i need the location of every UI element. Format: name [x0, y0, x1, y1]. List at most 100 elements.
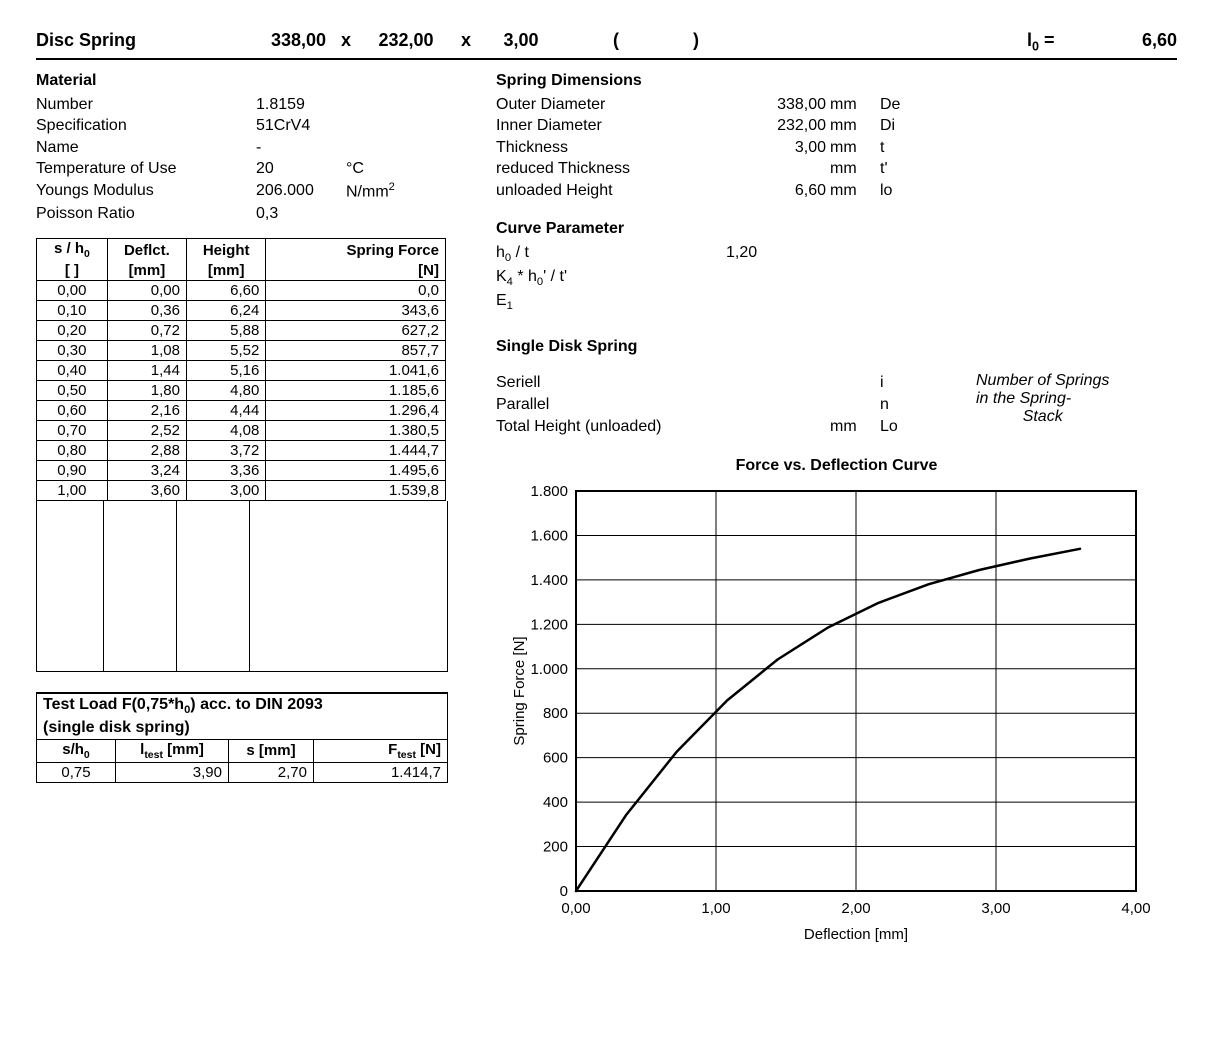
single-unit [830, 372, 880, 394]
svg-text:Deflection [mm]: Deflection [mm] [804, 926, 908, 943]
curve-param-row: E1 [496, 290, 1177, 314]
defl-row: 0,903,243,361.495,6 [37, 461, 446, 481]
defl-cell: 4,44 [186, 401, 265, 421]
header-l0-label: l0 = [1027, 30, 1087, 54]
dim-value: 338,00 [726, 94, 830, 116]
curve-param-row: h0 / t1,20 [496, 242, 1177, 266]
curve-param-title: Curve Parameter [496, 220, 1177, 238]
defl-cell: 857,7 [266, 341, 446, 361]
single-key: Total Height (unloaded) [496, 416, 726, 438]
stack-note: Number of Springs in the Spring- Stack [976, 372, 1109, 437]
test-cell: 1.414,7 [314, 762, 448, 782]
defl-row: 0,301,085,52857,7 [37, 341, 446, 361]
defl-cell: 0,36 [107, 301, 186, 321]
curve-param-row: K4 * h0' / t' [496, 266, 1177, 290]
stack-note-line: Number of Springs [976, 372, 1109, 390]
dimensions-title: Spring Dimensions [496, 72, 1177, 90]
defl-cell: 1,08 [107, 341, 186, 361]
single-symbol: n [880, 394, 940, 416]
header-x2: x [446, 30, 486, 51]
test-load-subtitle: (single disk spring) [37, 719, 447, 739]
material-key: Temperature of Use [36, 158, 256, 180]
defl-header: Deflct. [107, 239, 186, 262]
material-row: Youngs Modulus206.000N/mm2 [36, 180, 476, 203]
defl-cell: 343,6 [266, 301, 446, 321]
dimension-row: Outer Diameter338,00mmDe [496, 94, 1177, 116]
svg-text:800: 800 [543, 705, 568, 722]
material-unit [346, 94, 416, 116]
defl-header: s / h0 [37, 239, 108, 262]
test-header: Ftest [N] [314, 739, 448, 762]
defl-cell: 1.539,8 [266, 481, 446, 501]
defl-cell: 627,2 [266, 321, 446, 341]
defl-cell: 1.185,6 [266, 381, 446, 401]
material-title: Material [36, 72, 476, 90]
svg-text:2,00: 2,00 [841, 900, 870, 917]
defl-cell: 0,50 [37, 381, 108, 401]
defl-cell: 0,20 [37, 321, 108, 341]
defl-header: Spring Force [266, 239, 446, 262]
defl-cell: 0,40 [37, 361, 108, 381]
dim-key: Thickness [496, 137, 726, 159]
curve-key: K4 * h0' / t' [496, 266, 726, 290]
dim-key: Outer Diameter [496, 94, 726, 116]
test-load-box: Test Load F(0,75*h0) acc. to DIN 2093 (s… [36, 692, 448, 782]
single-spring-row: Total Height (unloaded) mmLo [496, 416, 976, 438]
material-key: Name [36, 137, 256, 159]
dim-unit: mm [830, 180, 880, 202]
defl-cell: 0,0 [266, 281, 446, 301]
dimension-row: Thickness3,00mmt [496, 137, 1177, 159]
svg-text:0,00: 0,00 [561, 900, 590, 917]
single-key: Parallel [496, 394, 726, 416]
svg-text:400: 400 [543, 794, 568, 811]
single-unit [830, 394, 880, 416]
material-key: Poisson Ratio [36, 203, 256, 225]
dim-symbol: De [880, 94, 940, 116]
svg-text:1.600: 1.600 [530, 528, 568, 545]
defl-cell: 2,88 [107, 441, 186, 461]
svg-text:1.200: 1.200 [530, 617, 568, 634]
material-unit [346, 137, 416, 159]
defl-unit: [N] [266, 261, 446, 281]
material-unit [346, 115, 416, 137]
defl-row: 0,602,164,441.296,4 [37, 401, 446, 421]
defl-cell: 1.444,7 [266, 441, 446, 461]
dim-symbol: t [880, 137, 940, 159]
test-header: ltest [mm] [116, 739, 229, 762]
defl-cell: 0,00 [107, 281, 186, 301]
dim-value: 232,00 [726, 115, 830, 137]
defl-cell: 0,70 [37, 421, 108, 441]
defl-cell: 0,10 [37, 301, 108, 321]
defl-row: 0,702,524,081.380,5 [37, 421, 446, 441]
defl-cell: 3,36 [186, 461, 265, 481]
dim-symbol: Di [880, 115, 940, 137]
curve-value [726, 266, 830, 290]
single-symbol: i [880, 372, 940, 394]
material-row: Name- [36, 137, 476, 159]
defl-row: 0,802,883,721.444,7 [37, 441, 446, 461]
material-unit [346, 203, 416, 225]
curve-value: 1,20 [726, 242, 830, 266]
single-value [726, 372, 830, 394]
curve-key: h0 / t [496, 242, 726, 266]
material-value: 1.8159 [256, 94, 346, 116]
chart-title: Force vs. Deflection Curve [496, 457, 1177, 475]
material-key: Number [36, 94, 256, 116]
defl-row: 0,200,725,88627,2 [37, 321, 446, 341]
single-unit: mm [830, 416, 880, 438]
svg-text:3,00: 3,00 [981, 900, 1010, 917]
single-symbol: Lo [880, 416, 940, 438]
test-load-title: Test Load F(0,75*h0) acc. to DIN 2093 [37, 694, 447, 718]
dim-unit: mm [830, 137, 880, 159]
dim-key: unloaded Height [496, 180, 726, 202]
deflection-table: s / h0Deflct.HeightSpring Force [ ][mm][… [36, 238, 446, 501]
defl-cell: 4,08 [186, 421, 265, 441]
defl-cell: 3,24 [107, 461, 186, 481]
blank-extension-box [36, 501, 448, 672]
defl-row: 0,100,366,24343,6 [37, 301, 446, 321]
defl-header: Height [186, 239, 265, 262]
single-spring-row: Serielli [496, 372, 976, 394]
material-value: 206.000 [256, 180, 346, 203]
dim-unit: mm [830, 158, 880, 180]
defl-unit: [mm] [186, 261, 265, 281]
